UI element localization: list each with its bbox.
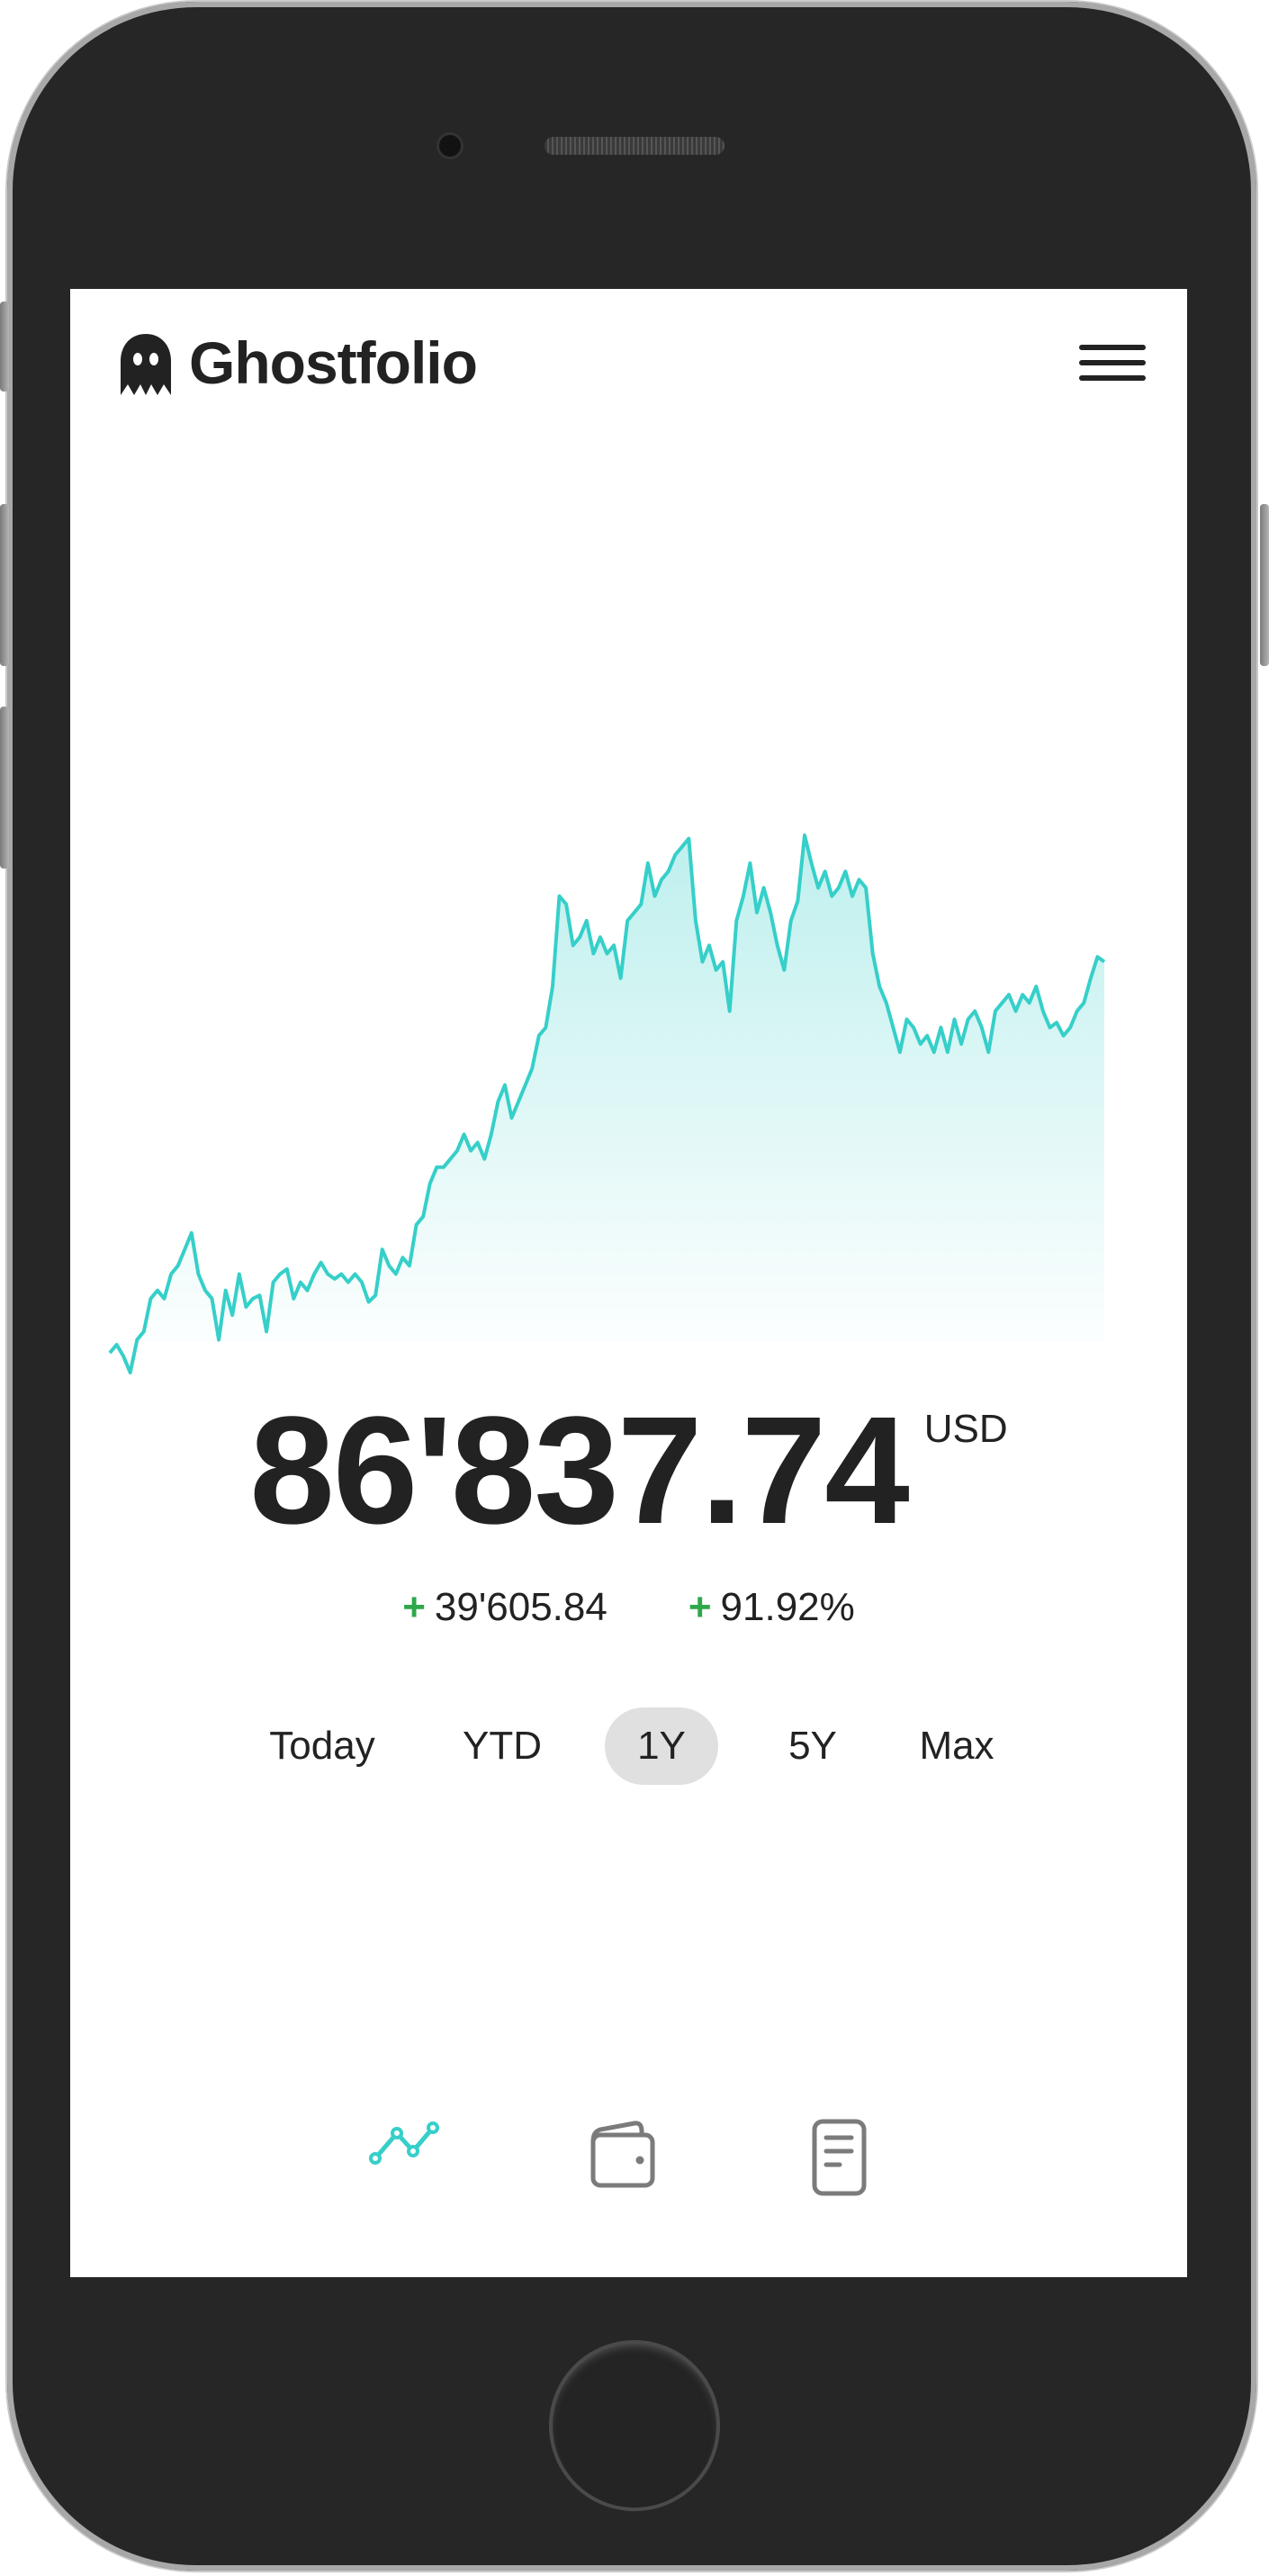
front-camera xyxy=(439,135,461,157)
speaker-grille xyxy=(544,137,724,155)
volume-down-button xyxy=(0,707,9,869)
change-absolute-value: 39'605.84 xyxy=(434,1585,608,1629)
app-screen: Ghostfolio 86'837.74 USD +39'605.84 +91.… xyxy=(70,289,1187,2277)
nav-holdings[interactable] xyxy=(588,2112,674,2193)
change-absolute: +39'605.84 xyxy=(402,1585,608,1630)
change-percent-value: 91.92% xyxy=(720,1585,855,1629)
change-row: +39'605.84 +91.92% xyxy=(70,1585,1187,1630)
portfolio-performance-chart[interactable] xyxy=(70,289,1187,1387)
nav-activities[interactable] xyxy=(808,2112,895,2197)
plus-sign: + xyxy=(402,1585,426,1629)
tab-5y[interactable]: 5Y xyxy=(788,1724,837,1768)
power-button xyxy=(1260,504,1269,666)
app-title[interactable]: Ghostfolio xyxy=(189,329,478,396)
change-percent: +91.92% xyxy=(688,1585,855,1630)
nav-overview[interactable] xyxy=(367,2112,454,2184)
document-icon xyxy=(812,2119,867,2196)
plus-sign: + xyxy=(688,1585,712,1629)
chart-series-line xyxy=(108,833,1106,1374)
home-button[interactable] xyxy=(549,2340,720,2511)
tab-max[interactable]: Max xyxy=(919,1724,994,1768)
tab-ytd[interactable]: YTD xyxy=(463,1724,542,1768)
chart-area-fill xyxy=(110,835,1104,1373)
line-chart-icon xyxy=(369,2121,439,2165)
mute-switch xyxy=(0,302,9,392)
portfolio-value-row: 86'837.74 USD xyxy=(70,1394,1187,1547)
currency-label: USD xyxy=(923,1407,1008,1451)
tab-1y[interactable]: 1Y xyxy=(605,1707,718,1785)
wallet-icon xyxy=(590,2121,655,2188)
ghost-icon[interactable] xyxy=(119,332,173,397)
volume-up-button xyxy=(0,504,9,666)
tab-today[interactable]: Today xyxy=(269,1724,375,1768)
hamburger-menu-icon[interactable] xyxy=(1079,345,1146,381)
portfolio-value: 86'837.74 xyxy=(249,1385,909,1556)
